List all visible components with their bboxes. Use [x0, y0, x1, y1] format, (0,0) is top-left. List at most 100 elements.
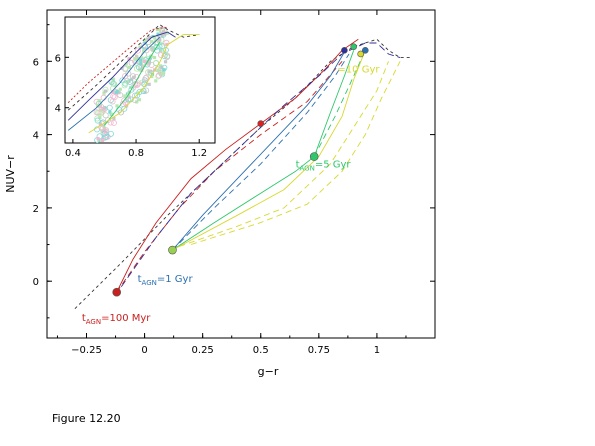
- x-axis-label: g−r: [258, 365, 279, 378]
- inset-point: [153, 59, 160, 66]
- inset-point: [96, 136, 100, 141]
- inset-point: [143, 90, 147, 94]
- inset-point: [157, 51, 164, 58]
- marker-5: [350, 43, 357, 50]
- inset-point: [117, 91, 121, 95]
- inset-point: [160, 34, 164, 38]
- x-tick-label: 0.75: [308, 345, 330, 356]
- inset-point: [111, 90, 115, 94]
- series-line-3: [120, 42, 401, 287]
- inset-point: [94, 117, 101, 124]
- inset-point: [138, 58, 143, 62]
- inset-series-line-2: [67, 31, 176, 121]
- inset-point: [139, 79, 146, 86]
- inset-point: [110, 112, 114, 116]
- y-tick-label: 0: [33, 277, 39, 288]
- inset-point: [158, 38, 162, 42]
- y-tick-label: 4: [33, 131, 39, 142]
- series-line-6: [172, 50, 355, 251]
- inset-x-tick-label: 0.8: [128, 148, 144, 159]
- inset-point: [162, 30, 166, 34]
- y-tick-label: 6: [33, 57, 39, 68]
- main-frame: [46, 9, 436, 339]
- main-series-layer: [74, 38, 412, 310]
- inset-point: [162, 68, 166, 72]
- inset-ticks-layer: 0.4 0.8 1.2 4 6: [55, 53, 208, 159]
- inset-plot: 0.4 0.8 1.2 4 6: [55, 16, 216, 159]
- inset-point: [132, 75, 136, 79]
- inset-point: [147, 70, 151, 74]
- inset-point: [115, 89, 119, 93]
- marker-1: [168, 245, 177, 255]
- marker-4: [341, 47, 348, 54]
- inset-point: [152, 39, 159, 46]
- series-line-10: [190, 61, 401, 245]
- inset-point: [138, 45, 142, 49]
- inset-point: [125, 96, 132, 103]
- inset-point: [153, 43, 160, 50]
- inset-point: [135, 54, 139, 59]
- inset-point: [145, 37, 149, 41]
- x-tick-label: −0.25: [71, 345, 102, 356]
- inset-point: [102, 91, 106, 95]
- inset-point: [132, 92, 139, 99]
- inset-point: [144, 38, 148, 42]
- inset-point: [135, 80, 142, 87]
- inset-point: [98, 122, 102, 126]
- inset-point: [104, 89, 108, 93]
- inset-point: [147, 35, 152, 40]
- inset-point: [98, 115, 102, 119]
- inset-point: [103, 128, 107, 132]
- inset-point: [135, 64, 142, 71]
- inset-point: [125, 70, 132, 77]
- inset-y-tick-label: 6: [55, 53, 61, 64]
- inset-series-line-1: [67, 24, 200, 111]
- annotations-layer: tAGN=100 Myr tAGN=1 Gyr tAGN=5 Gyr =10 Gyr: [82, 64, 381, 325]
- inset-point: [101, 130, 108, 137]
- inset-point: [163, 32, 167, 36]
- inset-point: [133, 56, 138, 61]
- marker-7: [357, 50, 364, 58]
- inset-point: [100, 130, 104, 134]
- annotation-2: tAGN=5 Gyr: [296, 160, 352, 173]
- inset-point: [102, 134, 109, 141]
- series-line-1: [116, 38, 359, 293]
- inset-series-line-5: [88, 34, 200, 134]
- inset-y-tick-label: 4: [55, 104, 61, 115]
- inset-point: [98, 104, 103, 108]
- inset-x-tick-label: 0.4: [65, 148, 81, 159]
- series-line-7: [313, 50, 366, 157]
- inset-point: [153, 36, 157, 40]
- inset-point: [115, 104, 119, 108]
- inset-point: [150, 74, 154, 79]
- series-line-5: [172, 53, 350, 251]
- inset-point: [143, 74, 150, 81]
- inset-point: [142, 75, 149, 82]
- inset-series-line-3: [67, 36, 161, 131]
- inset-point: [157, 28, 162, 32]
- inset-point: [121, 82, 128, 89]
- inset-point: [163, 60, 168, 64]
- inset-point: [99, 125, 106, 132]
- inset-point: [127, 79, 131, 83]
- inset-point: [117, 109, 124, 116]
- y-axis-label: NUV−r: [4, 155, 17, 193]
- main-markers-layer: [112, 43, 369, 297]
- annotation-0: tAGN=100 Myr: [82, 313, 151, 326]
- inset-point: [108, 78, 115, 85]
- inset-point: [142, 49, 146, 53]
- inset-point: [139, 61, 143, 66]
- inset-point: [97, 138, 101, 143]
- inset-point: [162, 51, 169, 58]
- inset-point: [156, 32, 160, 36]
- inset-point: [118, 87, 122, 91]
- inset-point: [106, 104, 113, 111]
- inset-point: [96, 100, 103, 107]
- inset-point: [111, 94, 118, 101]
- inset-point: [150, 46, 154, 50]
- series-line-9: [179, 61, 389, 247]
- figure-caption: Figure 12.20: [52, 412, 121, 425]
- inset-point: [156, 68, 160, 72]
- inset-point: [128, 59, 135, 66]
